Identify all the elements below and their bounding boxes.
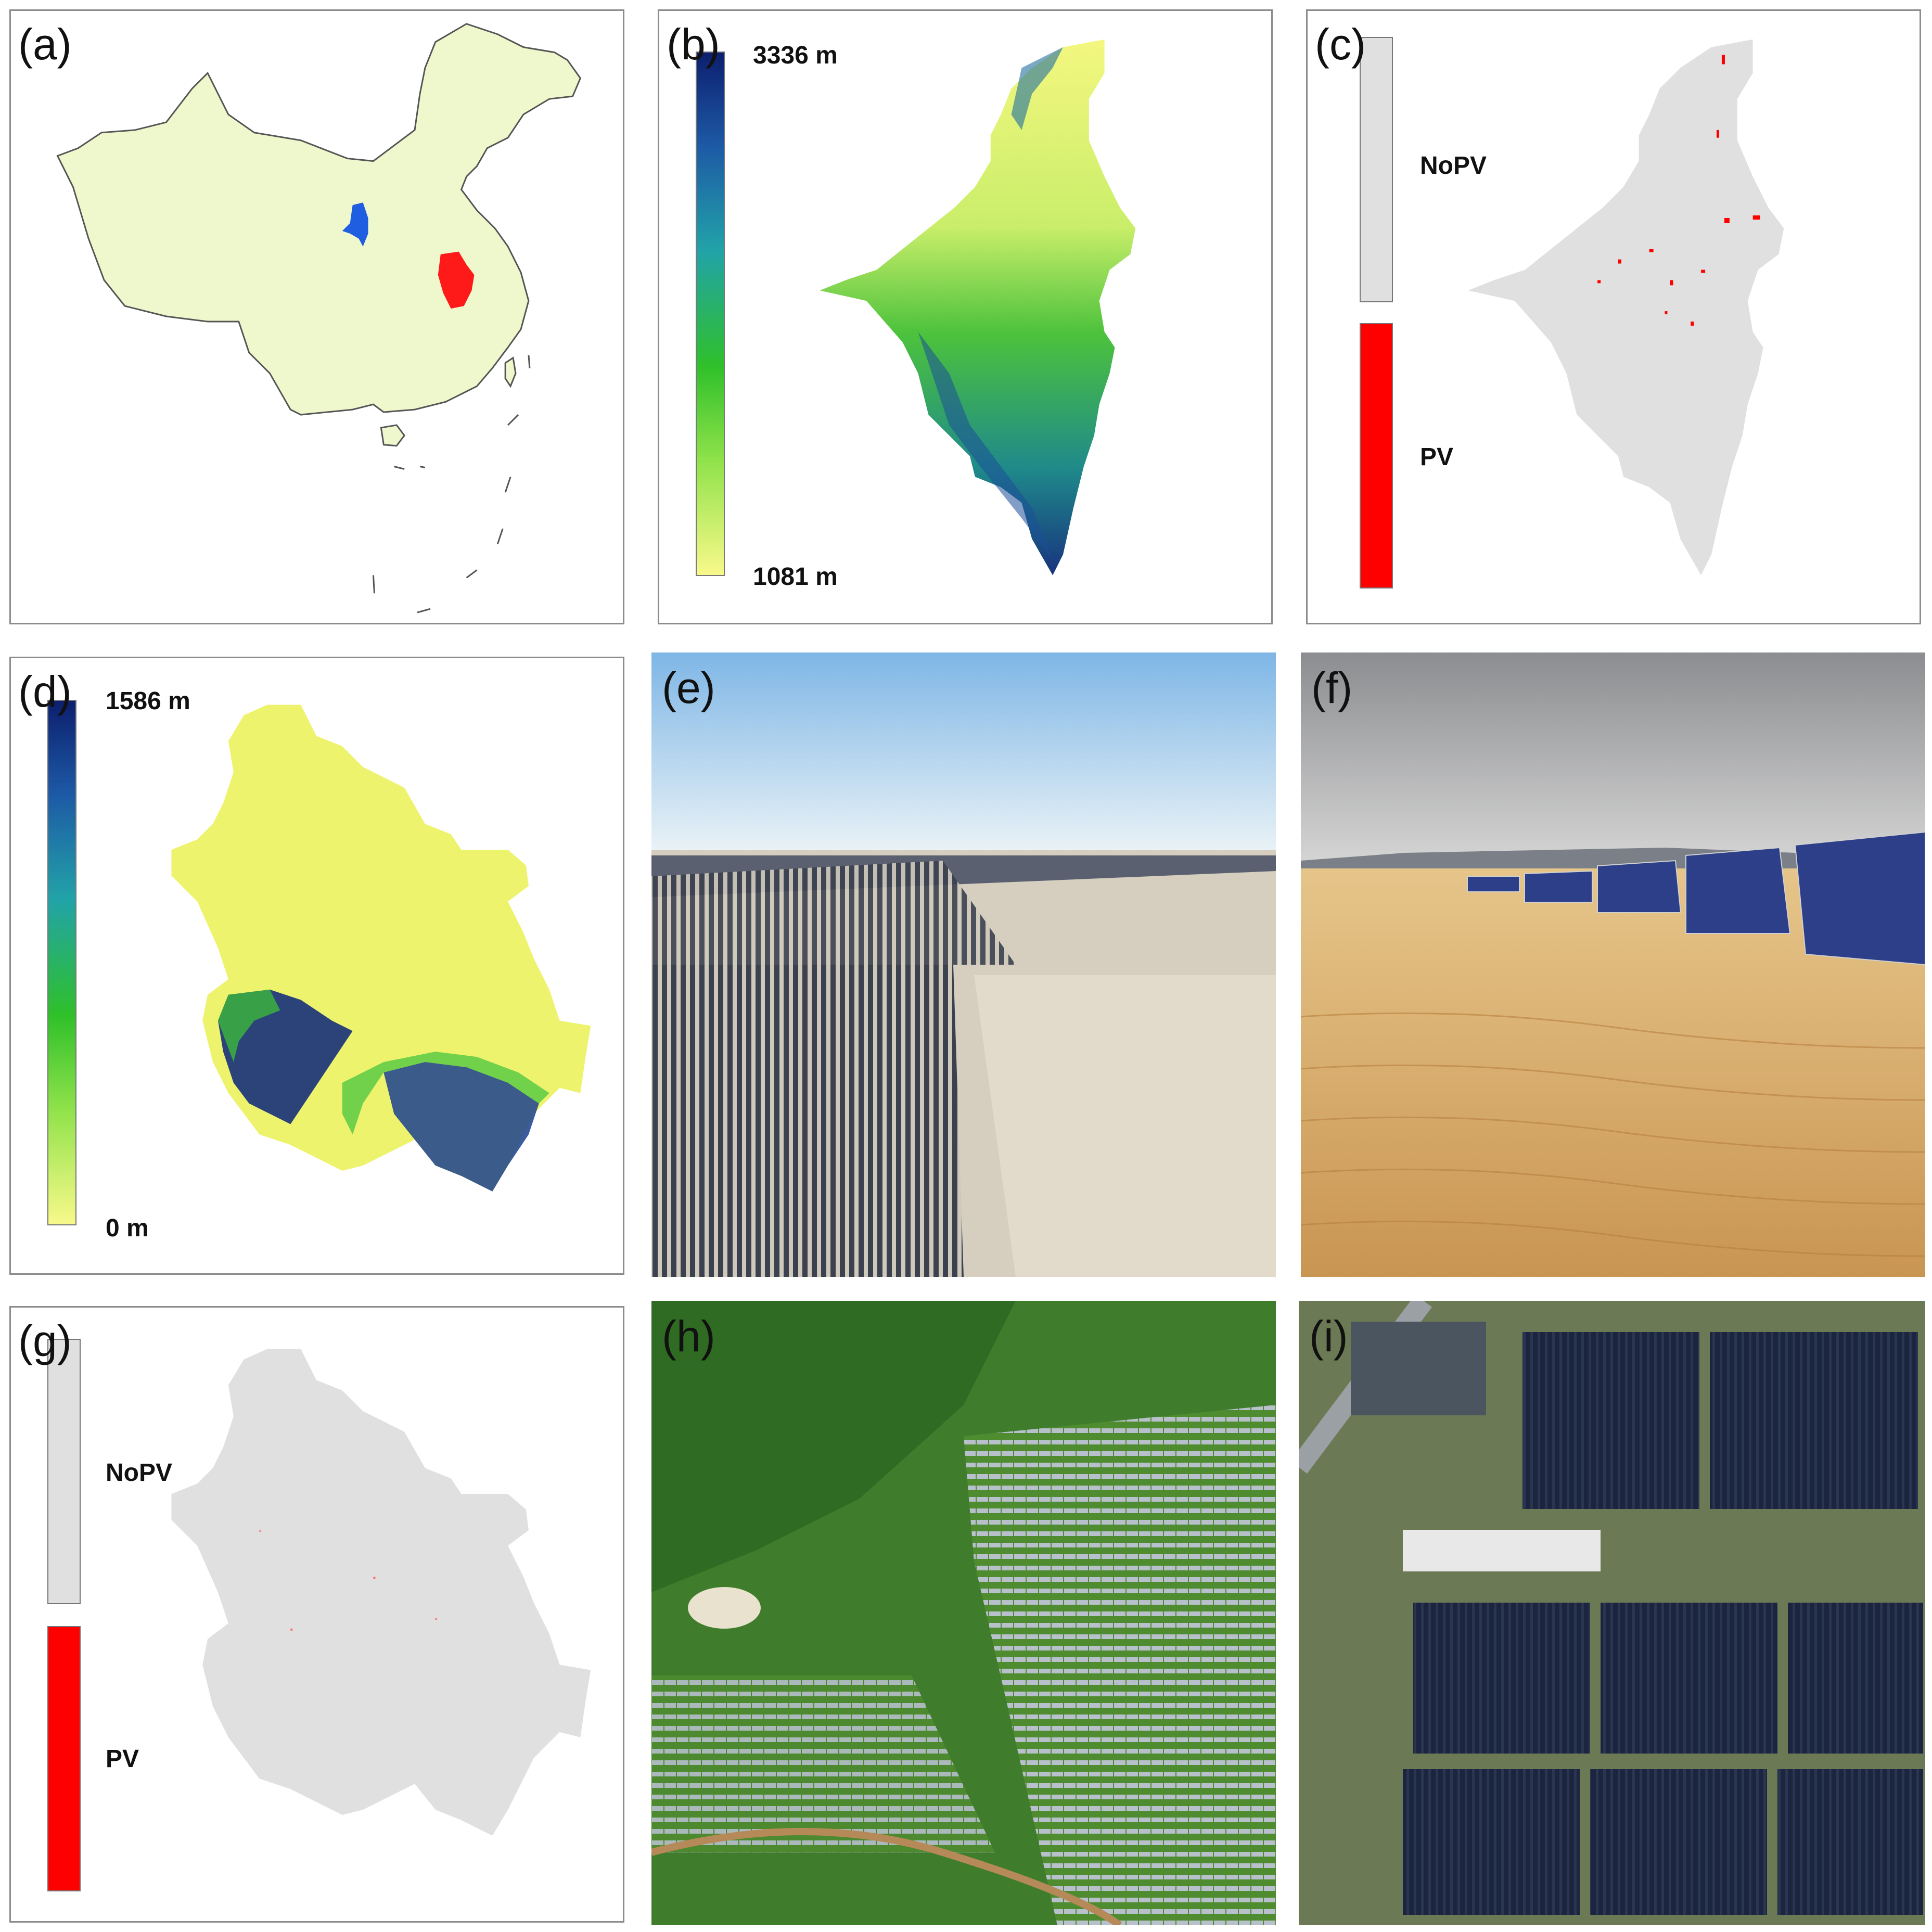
ningxia-region-gray [1468, 39, 1784, 575]
pv-field-left [651, 965, 964, 1277]
pv-block-6 [1403, 1769, 1580, 1915]
pv-patches-anhui [259, 1530, 437, 1631]
colorbar-max-label: 3336 m [753, 42, 838, 69]
sky [651, 652, 1276, 850]
pv-array-lower [651, 1675, 995, 1852]
panel-a-china-map: (a) [9, 9, 624, 624]
pv-block-5 [1788, 1603, 1923, 1754]
pv-array-upper [964, 1405, 1276, 1696]
anhui-south-mountains [383, 1062, 539, 1192]
ningxia-highlight [342, 202, 368, 247]
anhui-pv-map [171, 1349, 591, 1836]
panel-i-fishpond-pv-photo: (i) [1299, 1301, 1925, 1925]
panel-i-label: (i) [1309, 1312, 1348, 1361]
legend-label-pv-g: PV [106, 1745, 139, 1773]
forest-dark [651, 1301, 1016, 1592]
panel-b-ningxia-elevation: (b) 3336 m 1081 m [658, 9, 1273, 624]
pond-top-1 [1351, 1322, 1486, 1415]
panel-g-label: (g) [18, 1316, 72, 1365]
panel-e-desert-pv-photo: (e) [651, 652, 1276, 1277]
anhui-region-gray [171, 1349, 591, 1836]
anhui-elevation-map [171, 705, 591, 1192]
desert-pv-illustration [651, 652, 1276, 1277]
ningxia-pv-map [1468, 39, 1784, 575]
panel-d-anhui-elevation: (d) 1586 m 0 m [9, 657, 624, 1275]
pv-block-1 [1522, 1332, 1699, 1509]
panel-d-label: (d) [18, 667, 72, 716]
pv-block-7 [1590, 1769, 1767, 1915]
legend-label-pv: PV [1420, 443, 1454, 471]
panel-e-label: (e) [662, 663, 715, 712]
panel-c-label: (c) [1315, 20, 1366, 69]
panel-b-label: (b) [667, 20, 720, 69]
panel-a-label: (a) [18, 20, 72, 69]
legend-swatch-nopv [1360, 37, 1393, 302]
pv-block-3 [1413, 1603, 1590, 1754]
hillside-pv-illustration [651, 1301, 1276, 1925]
ningxia-region [820, 39, 1136, 575]
island-hainan [380, 424, 406, 447]
panel-h-label: (h) [662, 1312, 715, 1361]
legend-swatch-pv-g [47, 1626, 81, 1891]
china-outline [56, 23, 582, 416]
cloudy-sky [1301, 652, 1925, 861]
elevation-colorbar-anhui [47, 700, 76, 1225]
fishpond-pv-illustration [1299, 1301, 1925, 1925]
pv-patches [1597, 55, 1760, 326]
legend-label-nopv: NoPV [1420, 152, 1487, 180]
ningxia-highland-west [918, 331, 1053, 560]
colorbar-min-label: 1081 m [753, 563, 838, 591]
panel-g-anhui-pv: (g) NoPV PV [9, 1306, 624, 1923]
ningxia-elevation-map [820, 39, 1136, 575]
sand-dunes [974, 975, 1276, 1277]
south-china-sea-dashes [372, 355, 531, 613]
buildings [1403, 1530, 1601, 1571]
dirt-road [651, 1828, 1122, 1925]
anhui-highlight [438, 251, 475, 309]
pv-block-2 [1710, 1332, 1918, 1509]
panel-f-label: (f) [1311, 663, 1353, 712]
sand-ripples [1301, 1012, 1925, 1257]
pv-block-4 [1601, 1603, 1777, 1754]
anhui-south-foothills [342, 1052, 549, 1135]
pv-field-center [651, 861, 1016, 965]
colorbar-min-label-anhui: 0 m [106, 1214, 149, 1242]
pv-block-8 [1777, 1769, 1923, 1915]
pv-panel-rows [1467, 831, 1925, 966]
colorbar-max-label-anhui: 1586 m [106, 687, 190, 715]
panel-h-hillside-pv-photo: (h) [651, 1301, 1276, 1925]
anhui-dabie-fringe [217, 989, 280, 1063]
elevation-colorbar [696, 52, 725, 576]
legend-swatch-nopv-g [47, 1339, 81, 1604]
dune-pv-illustration [1301, 652, 1925, 1277]
pv-array-right [1005, 1665, 1276, 1925]
legend-label-nopv-g: NoPV [106, 1459, 173, 1487]
panel-f-dune-pv-photo: (f) [1301, 652, 1925, 1277]
island-taiwan [504, 356, 517, 388]
panel-c-ningxia-pv: (c) NoPV PV [1306, 9, 1921, 624]
china-map [56, 23, 582, 613]
legend-swatch-pv [1360, 323, 1393, 588]
ningxia-highland-north [1011, 47, 1064, 130]
sand-patch [688, 1587, 761, 1629]
